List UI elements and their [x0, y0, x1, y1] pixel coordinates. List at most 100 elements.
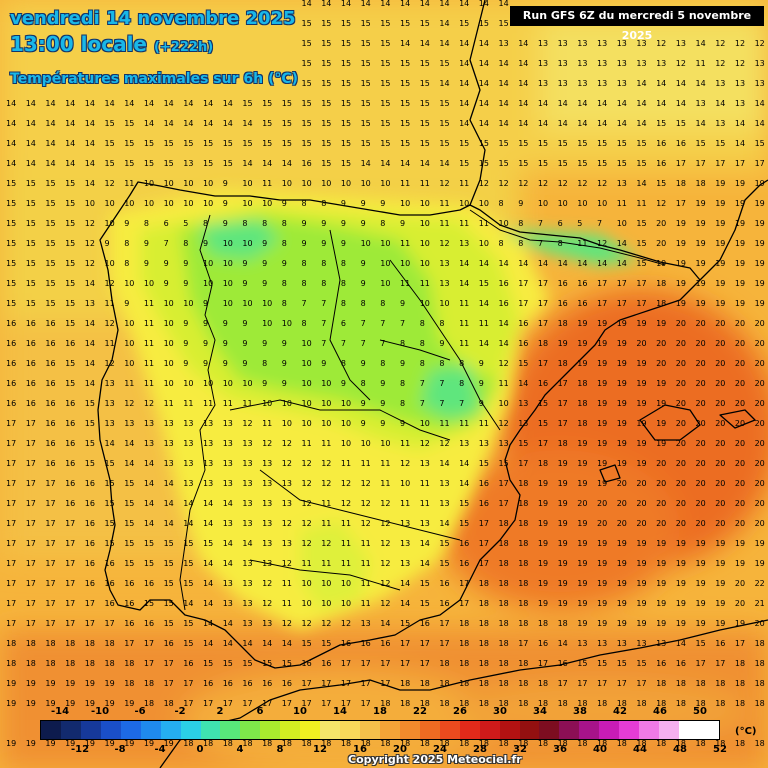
grid-value: 19	[696, 559, 706, 568]
grid-value: 15	[85, 439, 95, 448]
grid-value: 6	[558, 219, 563, 228]
grid-value: 19	[676, 259, 686, 268]
grid-value: 15	[45, 239, 55, 248]
grid-value: 19	[26, 699, 36, 708]
grid-value: 9	[341, 219, 346, 228]
grid-value: 10	[538, 199, 548, 208]
grid-value: 5	[183, 219, 188, 228]
grid-value: 15	[479, 159, 489, 168]
grid-value: 13	[183, 419, 193, 428]
grid-value: 16	[6, 399, 16, 408]
grid-value: 16	[183, 659, 193, 668]
grid-value: 13	[203, 459, 213, 468]
grid-value: 18	[696, 679, 706, 688]
grid-value: 14	[696, 79, 706, 88]
grid-value: 12	[676, 59, 686, 68]
legend-tick-top: 2	[216, 706, 224, 717]
grid-value: 17	[617, 279, 627, 288]
grid-value: 14	[26, 139, 36, 148]
grid-value: 14	[85, 159, 95, 168]
grid-value: 20	[597, 519, 607, 528]
grid-value: 19	[577, 579, 587, 588]
grid-value: 14	[183, 99, 193, 108]
grid-value: 10	[302, 339, 312, 348]
grid-value: 10	[420, 239, 430, 248]
grid-value: 12	[242, 419, 252, 428]
grid-value: 15	[499, 459, 509, 468]
grid-value: 16	[144, 579, 154, 588]
grid-value: 10	[282, 419, 292, 428]
grid-value: 12	[499, 179, 509, 188]
grid-value: 15	[26, 179, 36, 188]
grid-value: 15	[164, 559, 174, 568]
grid-value: 12	[597, 239, 607, 248]
grid-value: 13	[617, 639, 627, 648]
grid-value: 20	[636, 519, 646, 528]
color-swatch	[140, 721, 161, 739]
grid-value: 11	[361, 579, 371, 588]
grid-value: 20	[755, 519, 765, 528]
grid-value: 18	[518, 499, 528, 508]
grid-value: 13	[262, 539, 272, 548]
grid-value: 16	[203, 679, 213, 688]
grid-value: 15	[302, 119, 312, 128]
grid-value: 18	[617, 739, 627, 748]
grid-value: 17	[538, 359, 548, 368]
legend-unit: (°C)	[735, 726, 757, 737]
grid-value: 16	[105, 579, 115, 588]
grid-value: 9	[518, 199, 523, 208]
grid-value: 15	[617, 159, 627, 168]
grid-value: 12	[302, 459, 312, 468]
grid-value: 13	[499, 439, 509, 448]
grid-value: 17	[6, 579, 16, 588]
mediterranean-coast-france	[699, 179, 768, 281]
grid-value: 11	[439, 199, 449, 208]
grid-value: 10	[341, 179, 351, 188]
grid-value: 19	[597, 579, 607, 588]
grid-value: 13	[538, 39, 548, 48]
grid-value: 14	[558, 639, 568, 648]
grid-value: 12	[380, 519, 390, 528]
color-swatch	[519, 721, 540, 739]
grid-value: 17	[223, 699, 233, 708]
grid-value: 13	[223, 479, 233, 488]
grid-value: 11	[144, 339, 154, 348]
grid-value: 15	[262, 119, 272, 128]
grid-value: 17	[341, 699, 351, 708]
grid-value: 19	[656, 259, 666, 268]
grid-value: 18	[577, 739, 587, 748]
grid-value: 17	[26, 499, 36, 508]
grid-value: 10	[597, 199, 607, 208]
grid-value: 16	[499, 279, 509, 288]
grid-value: 13	[558, 39, 568, 48]
grid-value: 15	[124, 139, 134, 148]
grid-value: 19	[577, 539, 587, 548]
grid-value: 7	[597, 219, 602, 228]
grid-value: 11	[321, 559, 331, 568]
grid-value: 18	[124, 679, 134, 688]
grid-value: 17	[262, 699, 272, 708]
grid-value: 13	[755, 79, 765, 88]
grid-value: 18	[518, 519, 528, 528]
grid-value: 19	[696, 539, 706, 548]
grid-value: 19	[45, 699, 55, 708]
grid-value: 19	[636, 619, 646, 628]
grid-value: 10	[420, 299, 430, 308]
grid-value: 8	[341, 279, 346, 288]
grid-value: 18	[499, 659, 509, 668]
color-swatch	[120, 721, 141, 739]
grid-value: 17	[420, 659, 430, 668]
grid-value: 14	[380, 0, 390, 8]
grid-value: 18	[499, 599, 509, 608]
color-swatch	[439, 721, 460, 739]
grid-value: 18	[538, 339, 548, 348]
grid-value: 18	[361, 739, 371, 748]
grid-value: 15	[380, 79, 390, 88]
grid-value: 17	[636, 679, 646, 688]
grid-value: 16	[26, 379, 36, 388]
grid-value: 20	[735, 399, 745, 408]
grid-value: 16	[499, 299, 509, 308]
grid-value: 10	[302, 599, 312, 608]
grid-value: 15	[65, 359, 75, 368]
grid-value: 11	[302, 439, 312, 448]
